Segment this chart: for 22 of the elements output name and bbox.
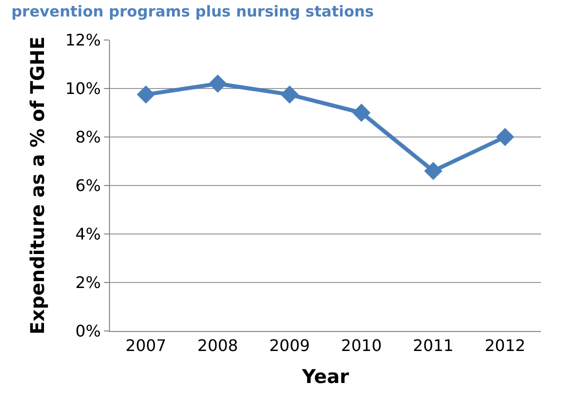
x-tick-label: 2009	[269, 336, 310, 356]
x-tick-label: 2007	[126, 336, 166, 356]
x-tick-label: 2012	[484, 336, 526, 356]
x-tick-label: 2011	[412, 336, 454, 356]
chart-title: prevention programs plus nursing stations	[11, 2, 374, 21]
x-axis-title: Year	[300, 366, 350, 388]
y-tick-label: 10%	[65, 79, 101, 98]
y-tick-label: 2%	[75, 273, 101, 292]
point	[424, 162, 442, 180]
y-tick-label: 8%	[75, 128, 101, 147]
y-tick-label: 12%	[65, 30, 101, 50]
y-axis-title: Expenditure as a % of TGHE	[27, 36, 50, 335]
y-tick-label: 4%	[75, 224, 101, 244]
y-tick-label: 0%	[75, 322, 101, 341]
y-tick-label: 6%	[75, 176, 101, 196]
point	[496, 128, 514, 146]
point	[136, 85, 156, 104]
point	[352, 104, 371, 122]
x-tick-label: 2008	[197, 336, 238, 356]
x-tick-label: 2010	[341, 336, 382, 356]
point	[280, 85, 299, 104]
point	[208, 74, 227, 93]
